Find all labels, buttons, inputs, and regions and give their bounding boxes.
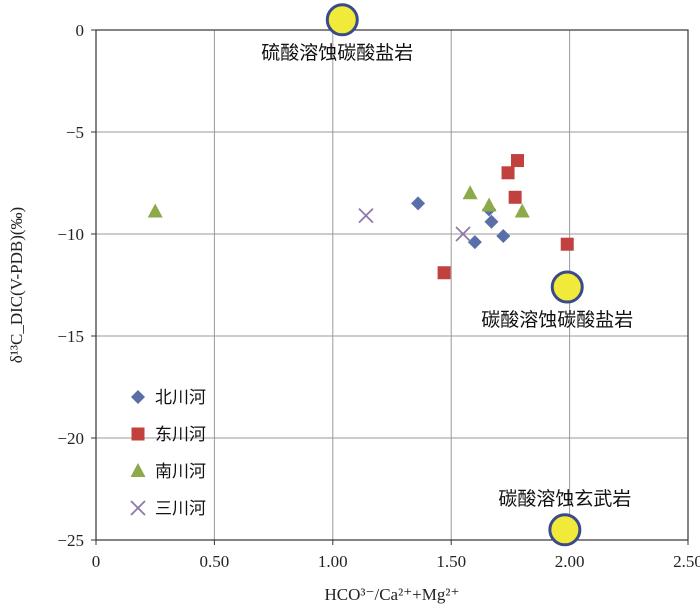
end-member-label: 硫酸溶蚀碳酸盐岩 bbox=[261, 42, 413, 64]
data-point-square bbox=[501, 166, 515, 180]
x-tick-label: 1.00 bbox=[318, 552, 348, 571]
legend-label: 东川河 bbox=[155, 425, 206, 445]
y-tick-label: 0 bbox=[76, 21, 85, 40]
x-axis-label: HCO³⁻/Ca²⁺+Mg²⁺ bbox=[325, 585, 460, 604]
x-tick-label: 2.50 bbox=[673, 552, 700, 571]
legend-marker-square bbox=[131, 427, 145, 441]
end-member-circle bbox=[548, 513, 582, 547]
legend-marker-triangle bbox=[130, 463, 146, 477]
x-tick-label: 0.50 bbox=[200, 552, 230, 571]
y-tick-label: −25 bbox=[57, 531, 84, 550]
end-member-circle bbox=[325, 3, 359, 37]
data-point-diamond bbox=[484, 214, 499, 229]
end-member-label: 碳酸溶蚀碳酸盐岩 bbox=[481, 309, 633, 331]
data-point-x bbox=[358, 208, 374, 224]
data-points bbox=[147, 154, 574, 280]
data-point-square bbox=[560, 237, 574, 251]
x-tick-label: 2.00 bbox=[555, 552, 585, 571]
data-point-square bbox=[511, 154, 525, 168]
x-tick-label: 1.50 bbox=[436, 552, 466, 571]
data-point-square bbox=[437, 266, 451, 280]
plot-frame bbox=[95, 29, 689, 541]
data-point-triangle bbox=[462, 185, 478, 200]
data-point-diamond bbox=[467, 235, 482, 250]
x-tick-label: 0 bbox=[92, 552, 101, 571]
legend-label: 北川河 bbox=[155, 388, 206, 408]
data-point-triangle bbox=[481, 197, 497, 212]
data-point-triangle bbox=[147, 203, 163, 218]
y-tick-label: −15 bbox=[57, 327, 84, 346]
legend-label: 南川河 bbox=[155, 462, 206, 482]
data-point-diamond bbox=[411, 196, 426, 211]
y-tick-label: −10 bbox=[57, 225, 84, 244]
legend-marker-diamond bbox=[131, 390, 145, 404]
legend-label: 三川河 bbox=[155, 499, 206, 519]
end-member-circle bbox=[550, 270, 584, 304]
data-point-triangle bbox=[514, 203, 530, 218]
end-member-label: 碳酸溶蚀玄武岩 bbox=[498, 488, 631, 510]
data-point-x bbox=[455, 226, 471, 242]
legend-marker-x bbox=[130, 500, 146, 516]
data-point-diamond bbox=[496, 229, 511, 244]
data-point-square bbox=[508, 190, 522, 204]
y-axis-label: δ¹³C_DIC(V-PDB)(‰) bbox=[7, 207, 26, 363]
y-tick-label: −5 bbox=[66, 123, 84, 142]
y-tick-label: −20 bbox=[57, 429, 84, 448]
